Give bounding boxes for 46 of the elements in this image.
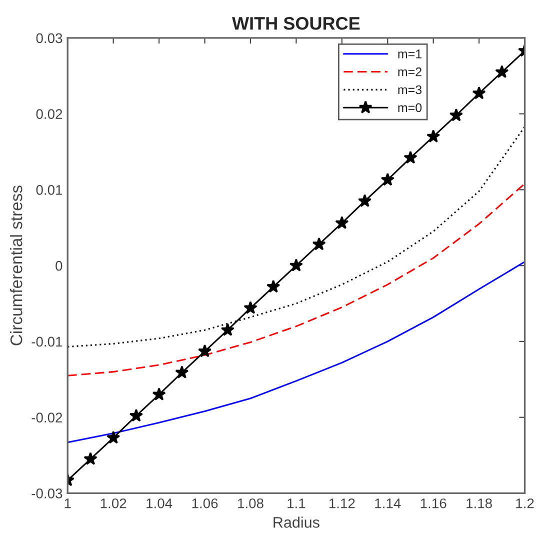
y-axis-title: Circumferential stress [10,186,22,346]
point [244,300,258,314]
x-tick-label: 1.16 [420,498,446,508]
y-tick-label: -0.02 [32,412,62,423]
legend-label: m=0 [398,103,422,112]
x-tick-label: 1.04 [146,498,172,508]
x-tick-label: 1.14 [375,498,401,508]
line-series [68,182,525,376]
legend-label: m=2 [398,67,422,76]
x-tick-label: 1.12 [329,498,355,508]
point [358,194,372,207]
y-tick-label: 0.03 [36,33,62,44]
point [312,237,326,250]
point [84,452,98,465]
y-tick-label: -0.01 [32,336,62,347]
point [106,430,120,444]
line-series [68,261,525,444]
point [426,130,440,142]
point [152,387,166,400]
point [449,108,463,122]
x-tick-label: 1.06 [192,498,218,508]
point [380,172,394,186]
y-tick-label: 0 [56,260,62,271]
x-tick-label: 1 [64,498,71,508]
x-tick-label: 1.02 [100,498,126,508]
point [266,280,280,293]
x-tick-label: 1.08 [238,498,264,508]
point [198,344,212,358]
x-axis-title: Radius [274,516,320,528]
point [495,65,509,78]
point [220,322,234,336]
point [289,258,303,272]
x-tick-label: 1.2 [516,498,534,508]
y-tick-label: -0.03 [32,488,62,498]
point [335,216,349,229]
x-tick-label: 1.18 [466,498,492,508]
legend-label: m=3 [398,85,422,94]
point [175,365,189,378]
legend-label: m=1 [398,50,422,58]
y-tick-label: 0.02 [36,109,62,119]
point [472,86,486,100]
chart-title: WITH SOURCE [232,17,360,30]
point [129,408,143,422]
y-tick-label: 0.01 [36,185,62,195]
point [404,150,418,164]
x-tick-label: 1.1 [288,498,306,508]
